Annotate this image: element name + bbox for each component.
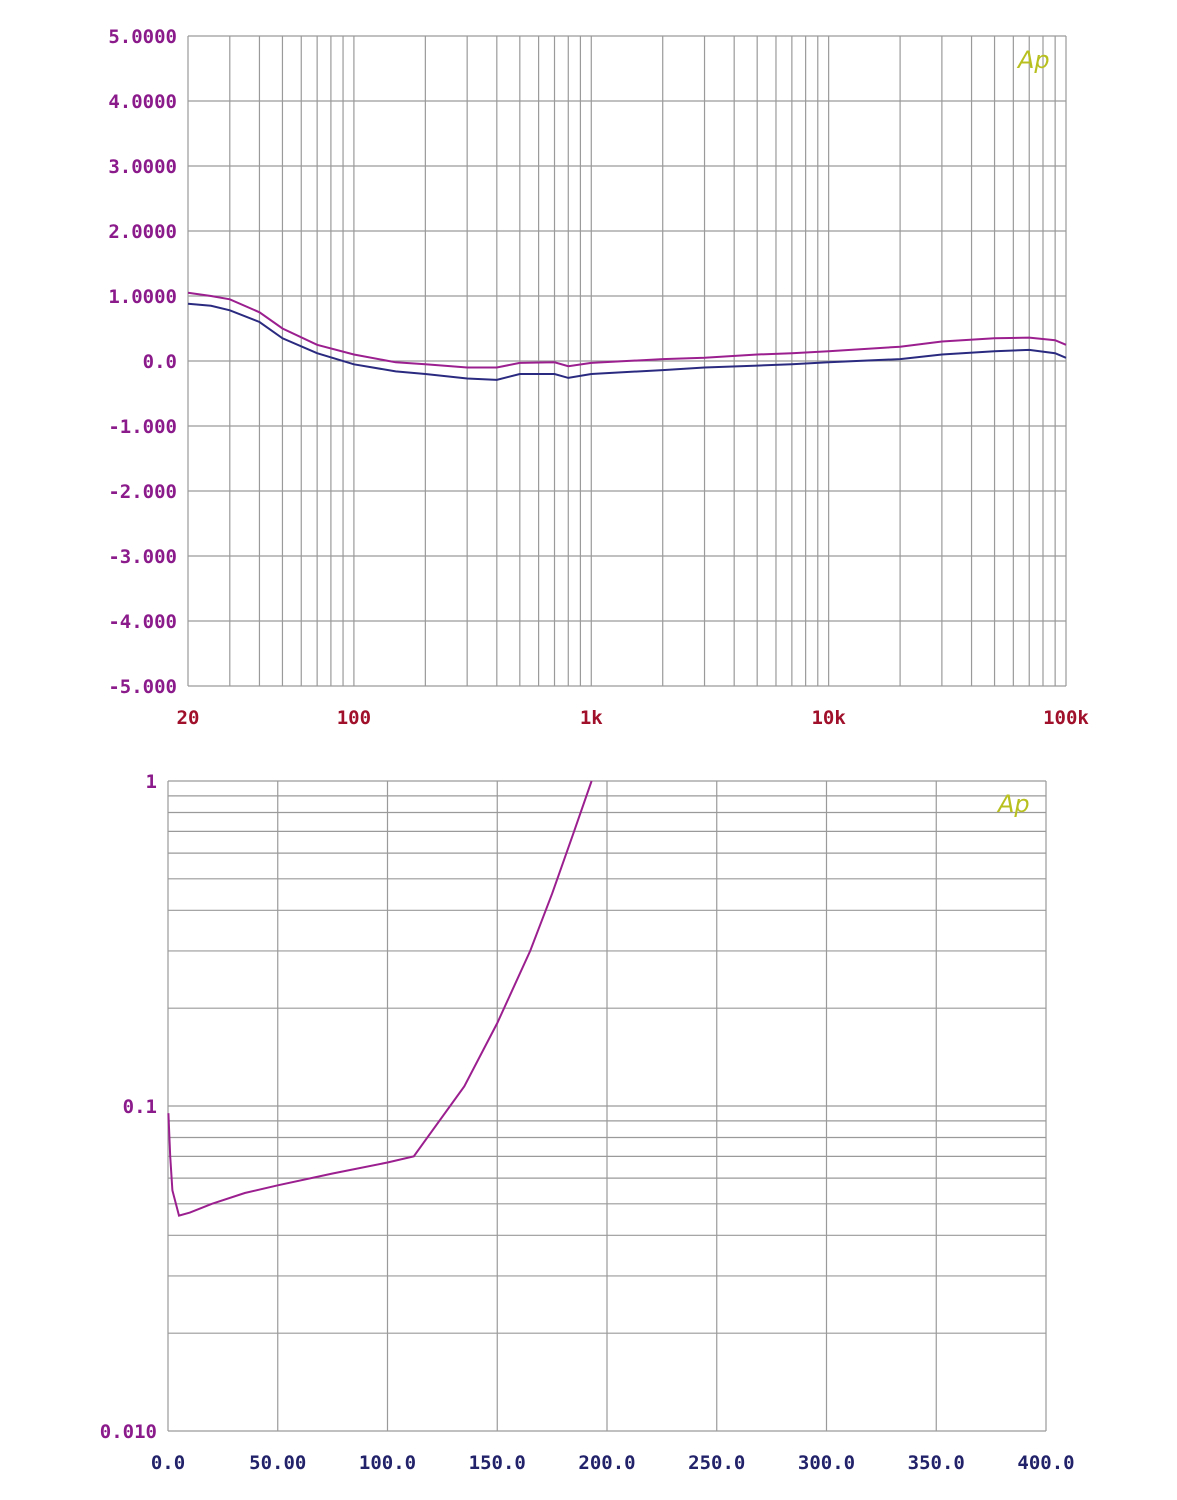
y-tick-labels: 1 0.1 0.010 <box>100 771 157 1443</box>
y-tick-label: 0.0 <box>143 351 177 373</box>
x-tick-label: 150.0 <box>469 1452 526 1474</box>
x-tick-label: 100.0 <box>359 1452 416 1474</box>
ap-logo: Ap <box>1016 46 1050 74</box>
y-tick-label: 1.0000 <box>108 286 177 308</box>
y-tick-labels: 5.0000 4.0000 3.0000 2.0000 1.0000 0.0 -1.000 -… <box>108 26 177 698</box>
y-tick-label: -4.000 <box>108 611 177 633</box>
grid <box>187 35 1067 687</box>
y-tick-label: 2.0000 <box>108 221 177 243</box>
x-tick-label: 250.0 <box>688 1452 745 1474</box>
x-tick-label: 400.0 <box>1017 1452 1074 1474</box>
x-tick-labels: 0.0 50.00 100.0 150.0 200.0 250.0 300.0 350.0 40… <box>151 1452 1075 1474</box>
frequency-response-chart: 5.0000 4.0000 3.0000 2.0000 1.0000 0.0 -1.000 -… <box>108 26 1090 729</box>
y-tick-label: -3.000 <box>108 546 177 568</box>
y-tick-label: 0.1 <box>123 1096 157 1118</box>
series-lines <box>167 780 593 1217</box>
x-tick-label: 0.0 <box>151 1452 185 1474</box>
log-sweep-chart: 1 0.1 0.010 0.0 50.00 100.0 150.0 200.0 250.0 30… <box>100 771 1075 1474</box>
series-lines <box>187 291 1067 381</box>
x-tick-label: 300.0 <box>798 1452 855 1474</box>
x-tick-label: 20 <box>177 707 200 729</box>
x-tick-label: 350.0 <box>908 1452 965 1474</box>
y-tick-label: 3.0000 <box>108 156 177 178</box>
x-tick-label: 50.00 <box>249 1452 306 1474</box>
x-tick-label: 100 <box>337 707 371 729</box>
x-tick-labels: 20 100 1k 10k 100k <box>177 707 1090 729</box>
series-line <box>167 780 593 1217</box>
x-tick-label: 1k <box>580 707 603 729</box>
x-tick-label: 200.0 <box>578 1452 635 1474</box>
series-line <box>187 291 1067 369</box>
y-tick-label: 1 <box>146 771 157 793</box>
ap-logo: Ap <box>996 790 1030 818</box>
y-tick-label: 0.010 <box>100 1421 157 1443</box>
y-tick-label: 4.0000 <box>108 91 177 113</box>
y-tick-label: -2.000 <box>108 481 177 503</box>
x-tick-label: 100k <box>1043 707 1089 729</box>
grid <box>167 780 1047 1432</box>
y-tick-label: -5.000 <box>108 676 177 698</box>
x-tick-label: 10k <box>811 707 846 729</box>
y-tick-label: 5.0000 <box>108 26 177 48</box>
series-line <box>187 302 1067 381</box>
y-tick-label: -1.000 <box>108 416 177 438</box>
